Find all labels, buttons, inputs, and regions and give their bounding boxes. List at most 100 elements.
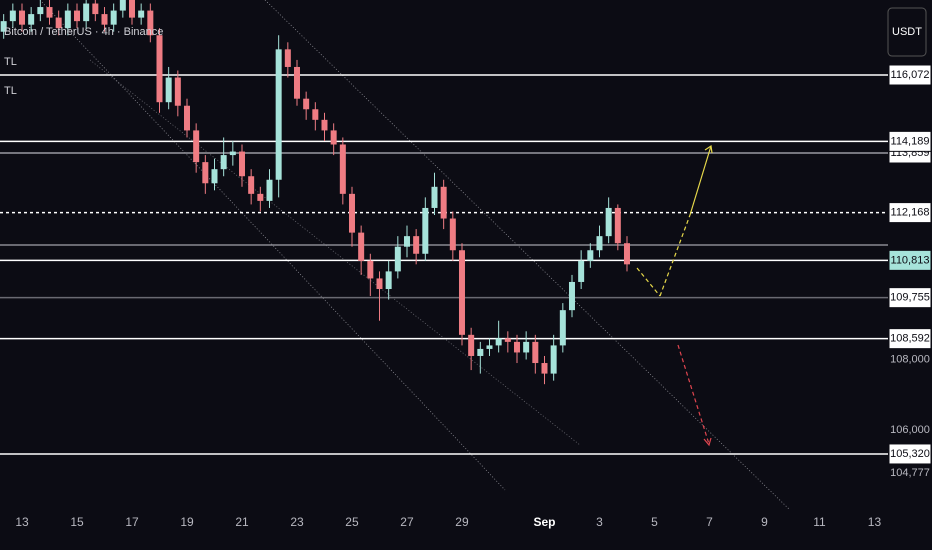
legend-item[interactable]: TL xyxy=(4,85,17,97)
x-tick-label: 9 xyxy=(761,515,768,529)
candle-body xyxy=(449,218,456,251)
candle-body xyxy=(348,193,355,233)
candle-body xyxy=(458,250,465,335)
candle-body xyxy=(477,348,484,356)
x-tick-label: 3 xyxy=(596,515,603,529)
y-tick-label: 104,777 xyxy=(890,467,930,479)
candle-body xyxy=(486,345,493,349)
price-label-box xyxy=(888,202,932,224)
candle-body xyxy=(339,144,346,194)
candle-body xyxy=(0,21,7,32)
candle-body xyxy=(220,155,227,170)
projection-arrow xyxy=(689,145,712,216)
chart-title: Bitcoin / TetherUS · 4h · Binance xyxy=(4,26,163,38)
projection-arrow xyxy=(677,344,710,445)
candle-body xyxy=(568,281,575,311)
candle-body xyxy=(257,193,264,201)
plot-area xyxy=(0,0,888,455)
legend-item[interactable]: TL xyxy=(4,56,17,68)
candle-body xyxy=(394,246,401,272)
candle-body xyxy=(238,151,245,177)
candle-body xyxy=(18,10,25,25)
candle-body xyxy=(138,10,145,18)
price-label-box xyxy=(888,328,932,350)
candle-body xyxy=(321,119,328,131)
channel-line xyxy=(264,0,791,511)
candle-body xyxy=(330,130,337,145)
candle-body xyxy=(468,334,475,356)
candle-body xyxy=(92,3,99,15)
candle-body xyxy=(284,49,291,67)
price-label-box xyxy=(888,130,932,152)
x-tick-label: 21 xyxy=(235,515,249,529)
price-label-box xyxy=(888,249,932,271)
candle-body xyxy=(523,341,530,353)
price-label-box xyxy=(888,443,932,465)
candle-body xyxy=(403,236,410,247)
candle-body xyxy=(9,10,16,22)
candle-body xyxy=(128,0,135,18)
candle-body xyxy=(147,10,154,36)
candle-body xyxy=(376,278,383,290)
candle-body xyxy=(559,310,566,346)
arrow-head xyxy=(704,144,713,154)
candle-body xyxy=(385,271,392,290)
currency-button[interactable] xyxy=(887,7,927,57)
candle-body xyxy=(413,236,420,254)
x-tick-label: 27 xyxy=(400,515,414,529)
candle-body xyxy=(596,236,603,251)
x-tick-label: 25 xyxy=(345,515,359,529)
candle-body xyxy=(83,3,90,22)
x-tick-label: 17 xyxy=(125,515,139,529)
candle-body xyxy=(605,207,612,237)
price-label: 112,168 xyxy=(891,207,930,219)
x-tick-label: 23 xyxy=(290,515,304,529)
price-label: 109,755 xyxy=(890,292,930,304)
x-tick-label: 19 xyxy=(180,515,194,529)
candle-body xyxy=(110,10,117,25)
candle-body xyxy=(578,260,585,282)
candle-body xyxy=(156,35,163,103)
x-tick-label: 13 xyxy=(15,515,29,529)
candle-body xyxy=(248,176,255,194)
candle-body xyxy=(165,77,172,103)
x-tick-label: 7 xyxy=(706,515,713,529)
candle-body xyxy=(431,186,438,208)
arrow-head xyxy=(703,437,712,447)
candle-body xyxy=(614,207,621,244)
candle-body xyxy=(587,250,594,261)
x-tick-label: 5 xyxy=(651,515,658,529)
candle-body xyxy=(303,98,310,110)
candle-body xyxy=(532,341,539,364)
candle-body xyxy=(193,130,200,163)
candle-body xyxy=(202,162,209,184)
price-label-box xyxy=(888,287,932,309)
candle-body xyxy=(541,363,548,374)
candle-body xyxy=(37,7,44,15)
candle-body xyxy=(174,77,181,106)
price-label: 114,189 xyxy=(891,135,930,147)
price-label: 105,320 xyxy=(890,448,930,460)
price-label: 108,592 xyxy=(890,333,930,345)
currency-label[interactable]: USDT xyxy=(892,26,922,38)
y-tick-label: 108,000 xyxy=(890,353,930,365)
candle-body xyxy=(73,10,80,22)
x-tick-label: 29 xyxy=(455,515,469,529)
x-tick-label: 11 xyxy=(813,515,826,529)
candle-body xyxy=(101,14,108,25)
candle-body xyxy=(229,151,236,156)
projection-path xyxy=(659,214,691,297)
candle-body xyxy=(55,17,62,29)
price-label: 110,813 xyxy=(891,254,930,266)
candle-body xyxy=(312,109,319,120)
candle-body xyxy=(495,338,502,346)
x-tick-label: Sep xyxy=(533,515,555,529)
candle-body xyxy=(513,341,520,353)
candle-body xyxy=(504,338,511,342)
price-label-box xyxy=(888,64,932,86)
candle-body xyxy=(275,49,282,180)
candle-body xyxy=(293,66,300,99)
